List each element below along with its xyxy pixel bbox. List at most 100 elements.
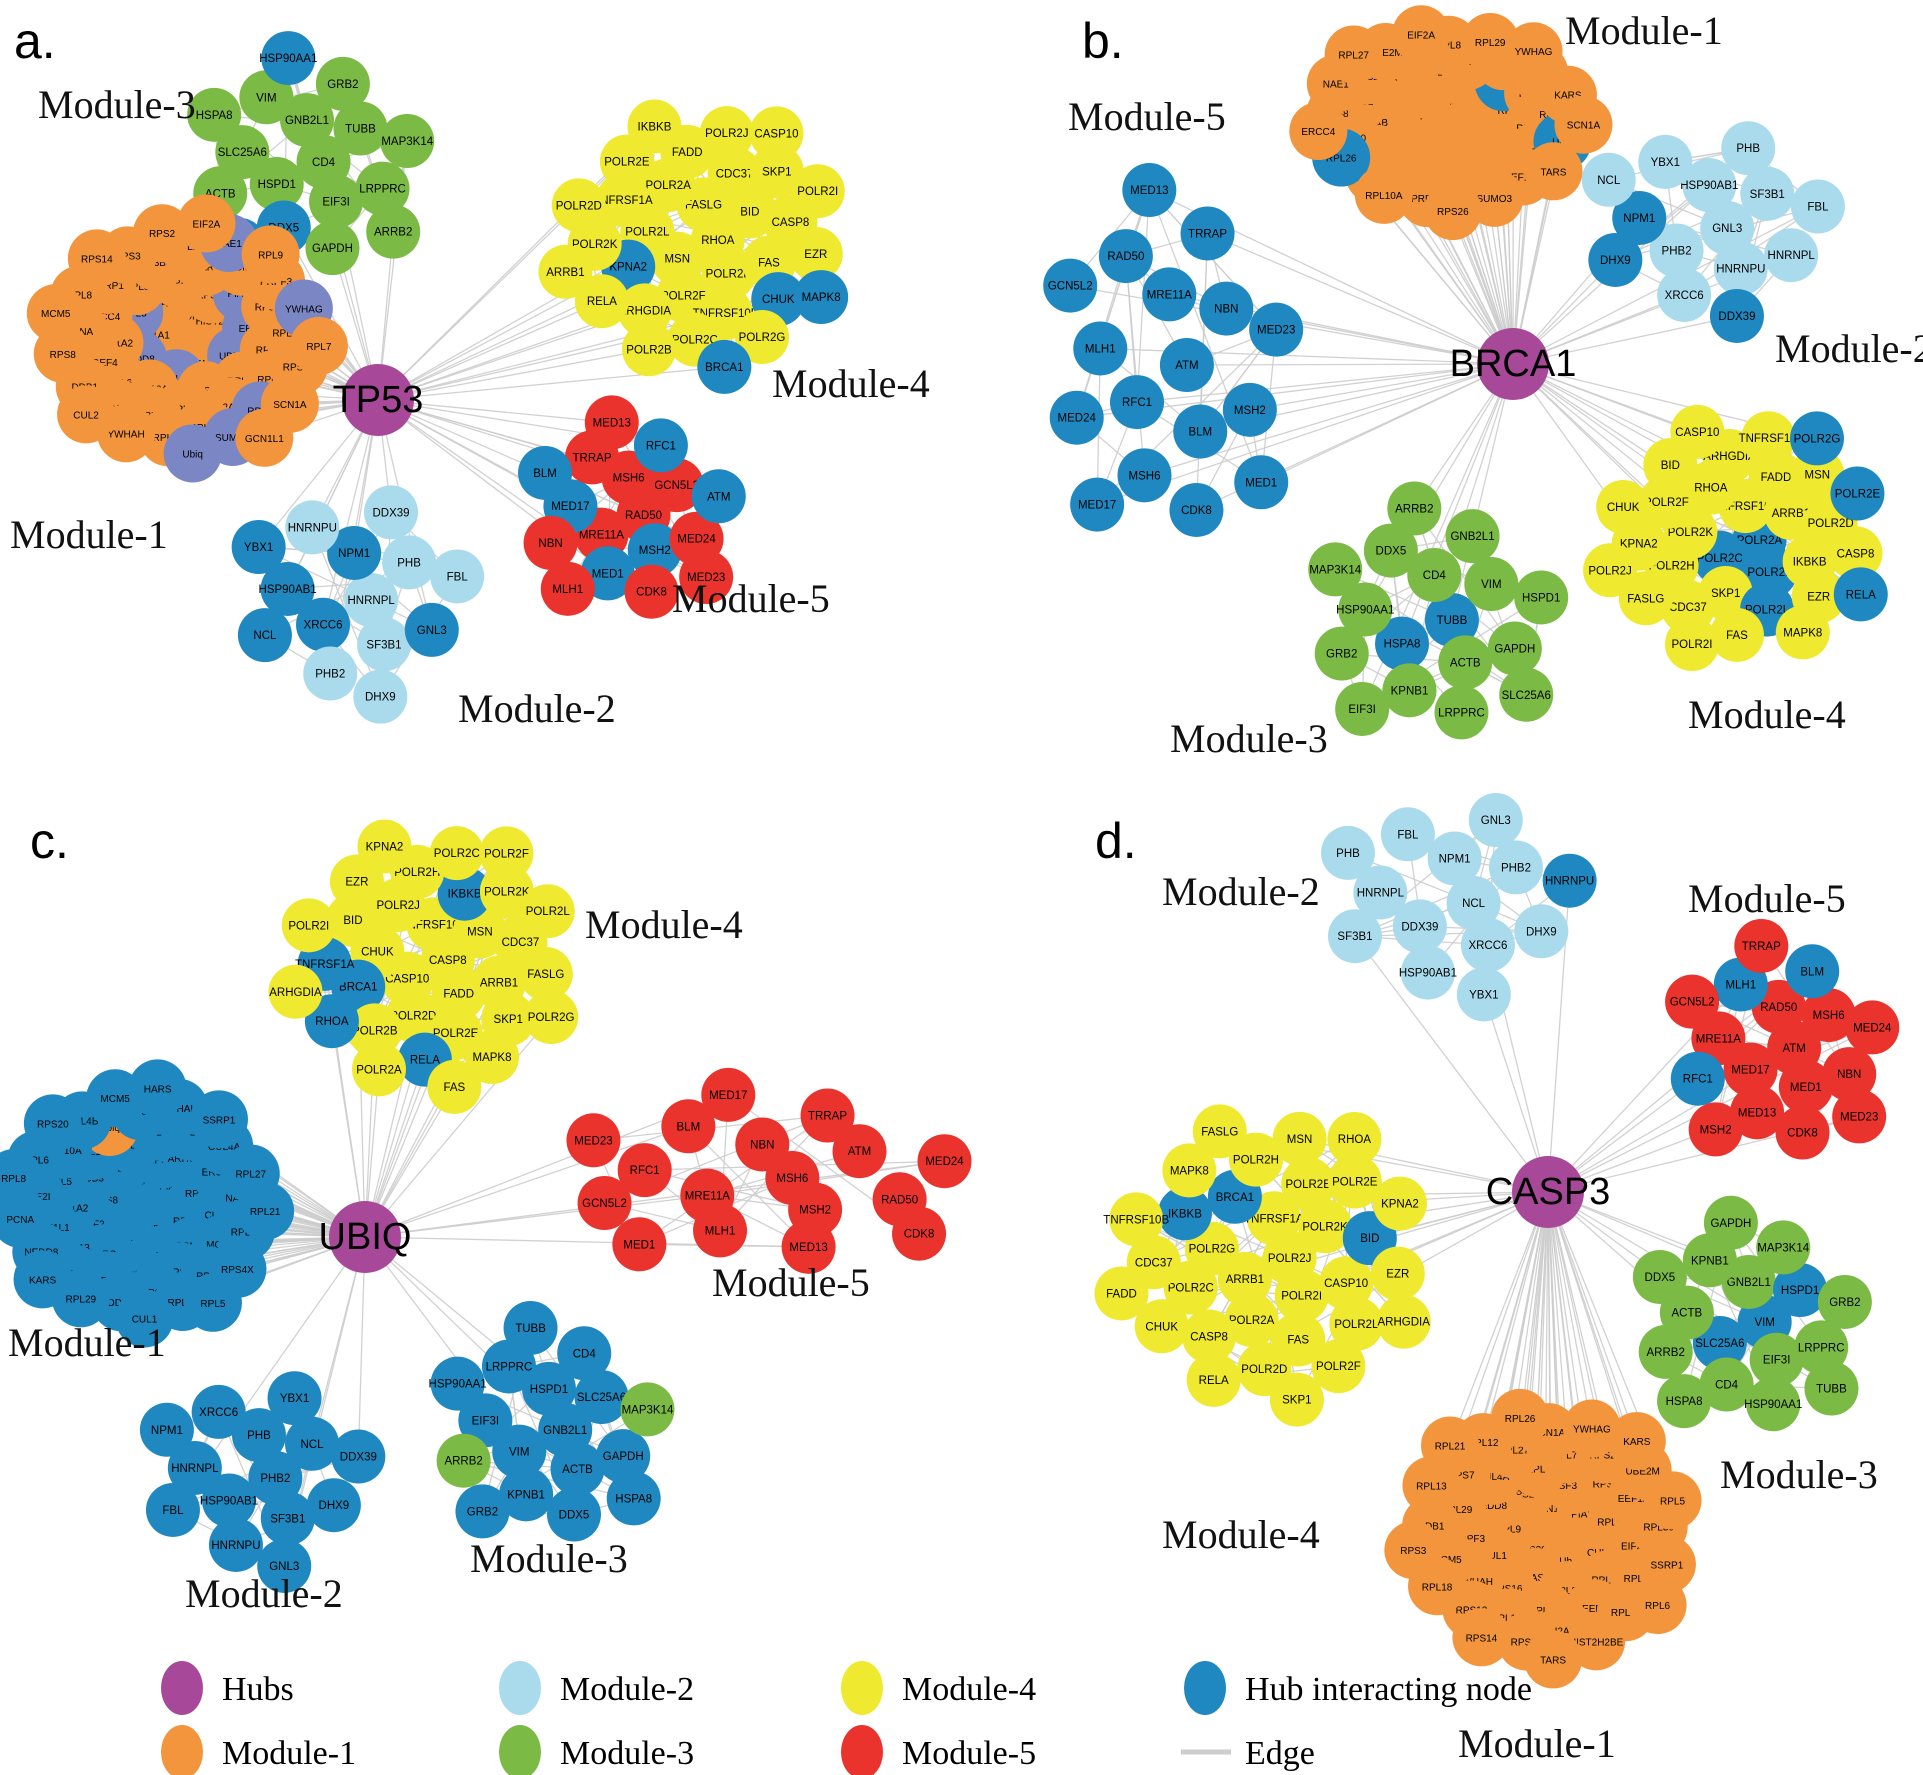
node-CDK8: [1169, 482, 1224, 537]
node-GRB2: [1817, 1274, 1872, 1329]
hub-edge: [1482, 1191, 1549, 1443]
node-GAPDH: [1487, 621, 1542, 676]
node-PHB2: [1488, 840, 1543, 895]
panel-letter-c: c.: [30, 813, 69, 869]
node-TNFRSF1A: [1741, 411, 1796, 466]
node-BLM: [1785, 944, 1840, 999]
node-POLR2B: [621, 322, 676, 377]
hub-edge: [1354, 935, 1549, 1193]
node-ARRB1: [538, 244, 593, 299]
legend-label-Module-4: Module-4: [902, 1671, 1036, 1708]
node-YBX1: [1456, 967, 1511, 1022]
node-HARS: [128, 1059, 187, 1118]
node-MSH2: [627, 523, 682, 578]
node-MLH1: [540, 561, 595, 616]
node-NCL: [237, 608, 292, 663]
node-FAS: [1709, 607, 1764, 662]
hub-edge: [1136, 363, 1514, 403]
node-YWHAG: [1562, 1399, 1621, 1458]
node-TUBB: [1424, 593, 1479, 647]
node-NPM1: [327, 525, 382, 580]
panel-b: ATMRFC1MRE11ABLMMLH1NBNMSH6RAD50MSH2MED2…: [1043, 5, 1923, 761]
hub-edge: [364, 1016, 552, 1238]
node-SF3B1: [356, 617, 411, 672]
node-LRPPRC: [1434, 685, 1489, 740]
node-FASLG: [1192, 1104, 1247, 1159]
node-NBN: [523, 515, 578, 570]
node-GRB2: [455, 1484, 510, 1539]
node-HSP90AA1: [430, 1356, 485, 1411]
node-RHOA: [1327, 1112, 1382, 1167]
legend-swatch-Module-2: [499, 1661, 541, 1715]
node-RPL5: [1643, 1471, 1702, 1530]
node-BLM: [661, 1099, 716, 1154]
hub-edge: [331, 1021, 366, 1238]
node-RPS3: [1384, 1521, 1443, 1580]
node-HNRNPL: [1353, 865, 1408, 920]
module-label-c: Module-4: [585, 902, 743, 947]
node-GCN5L2: [1665, 974, 1720, 1029]
node-HSPA8: [1375, 616, 1430, 671]
node-HNRNPL: [344, 573, 399, 627]
node-SLC25A6: [1499, 667, 1554, 722]
node-NPM1: [139, 1402, 194, 1457]
module-label-c: Module-3: [470, 1536, 628, 1581]
node-TUBB: [333, 101, 388, 156]
node-FASLG: [518, 946, 573, 1001]
legend-label-Module-1: Module-1: [222, 1735, 356, 1772]
node-POLR2C: [429, 826, 484, 881]
node-GAPDH: [1703, 1195, 1758, 1250]
node-MAP3K14: [380, 114, 435, 169]
node-PHB: [1321, 825, 1376, 880]
node-ACTB: [550, 1441, 605, 1496]
legend-swatch-Hubs: [161, 1661, 203, 1715]
module-label-b: Module-2: [1775, 326, 1923, 371]
node-EIF3I: [309, 174, 364, 229]
node-SF3B1: [1740, 166, 1795, 221]
node-FBL: [430, 549, 485, 604]
node-MED24: [917, 1134, 972, 1189]
node-ARRB2: [436, 1433, 491, 1488]
edge: [638, 1115, 828, 1245]
node-CUL1: [115, 1289, 174, 1348]
node-YBX1: [1638, 134, 1693, 189]
node-NPM1: [1427, 831, 1482, 886]
node-SF3B1: [260, 1491, 315, 1546]
node-POLR2D: [551, 178, 606, 233]
node-POLR2B: [347, 1003, 402, 1058]
node-POLR2J: [1583, 543, 1638, 598]
node-CASP10: [1319, 1256, 1374, 1311]
node-NCL: [284, 1416, 339, 1471]
node-ARRB2: [1638, 1324, 1693, 1379]
node-GRB2: [1314, 626, 1369, 681]
legend-swatch-Module-3: [499, 1725, 541, 1775]
node-RPS14: [67, 229, 126, 288]
node-TARS: [1524, 142, 1583, 201]
node-ARHGDIA: [268, 964, 323, 1019]
hub-edge: [377, 366, 725, 401]
node-YWHAG: [1504, 22, 1563, 81]
node-DHX9: [1588, 232, 1643, 287]
hub-edge: [322, 399, 379, 625]
node-MED23: [1249, 302, 1304, 357]
node-POLR2J: [699, 106, 754, 161]
node-GCN5L2: [577, 1176, 632, 1231]
module-label-d: Module-2: [1162, 869, 1320, 914]
node-RFC1: [1670, 1051, 1725, 1106]
node-XRCC6: [191, 1384, 246, 1439]
node-MAP3K14: [1308, 542, 1363, 597]
node-CASP10: [1670, 404, 1725, 459]
node-GNB2L1: [280, 93, 335, 148]
node-ATM: [691, 469, 746, 524]
node-RPS2: [133, 204, 192, 263]
node-SLC25A6: [574, 1370, 629, 1425]
node-PHB2: [1649, 223, 1704, 278]
node-MSH2: [1222, 382, 1277, 437]
node-DDX39: [364, 485, 419, 540]
node-GNL3: [404, 602, 459, 657]
node-POLR2K: [1298, 1199, 1353, 1254]
module-label-a: Module-4: [772, 361, 930, 406]
node-RELA: [1833, 567, 1888, 622]
node-POLR2I: [281, 898, 336, 953]
node-RPL7: [289, 316, 348, 375]
